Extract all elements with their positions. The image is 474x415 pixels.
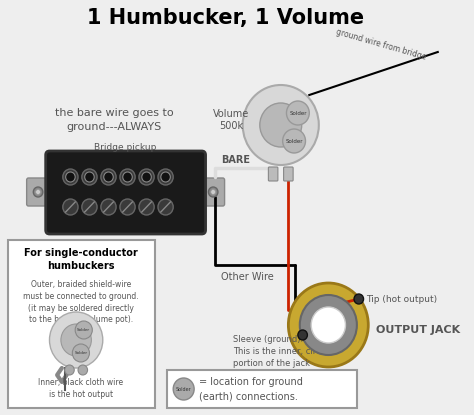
- FancyBboxPatch shape: [27, 178, 49, 206]
- Text: Tip (hot output): Tip (hot output): [366, 295, 438, 303]
- Text: Other Wire: Other Wire: [221, 272, 274, 282]
- Text: Solder: Solder: [176, 386, 191, 391]
- Circle shape: [101, 169, 116, 185]
- Circle shape: [300, 295, 357, 355]
- Text: 1 Humbucker, 1 Volume: 1 Humbucker, 1 Volume: [87, 8, 364, 28]
- FancyBboxPatch shape: [268, 167, 278, 181]
- FancyBboxPatch shape: [202, 178, 225, 206]
- Circle shape: [161, 172, 170, 182]
- Text: BARE: BARE: [221, 155, 250, 165]
- Text: Sleeve (ground).
This is the inner, circular
portion of the jack: Sleeve (ground). This is the inner, circ…: [233, 335, 337, 368]
- FancyBboxPatch shape: [166, 370, 357, 408]
- Circle shape: [142, 172, 151, 182]
- Circle shape: [65, 365, 74, 375]
- Circle shape: [66, 172, 75, 182]
- Circle shape: [286, 101, 310, 125]
- Circle shape: [311, 307, 346, 343]
- Circle shape: [73, 344, 90, 362]
- Circle shape: [78, 365, 88, 375]
- Circle shape: [139, 169, 154, 185]
- Text: Solder: Solder: [74, 351, 88, 355]
- Text: OUTPUT JACK: OUTPUT JACK: [376, 325, 460, 335]
- Circle shape: [63, 199, 78, 215]
- Circle shape: [120, 199, 135, 215]
- Circle shape: [139, 199, 154, 215]
- Circle shape: [158, 169, 173, 185]
- Text: the bare wire goes to
ground---ALWAYS: the bare wire goes to ground---ALWAYS: [55, 108, 173, 132]
- Text: Solder: Solder: [289, 110, 307, 115]
- Circle shape: [49, 312, 103, 368]
- Circle shape: [33, 187, 43, 197]
- Circle shape: [243, 85, 319, 165]
- Circle shape: [158, 199, 173, 215]
- Text: ground wire from bridge: ground wire from bridge: [335, 28, 427, 62]
- Circle shape: [61, 324, 91, 356]
- Circle shape: [260, 103, 301, 147]
- Circle shape: [283, 129, 305, 153]
- Circle shape: [298, 330, 308, 340]
- Circle shape: [82, 199, 97, 215]
- Text: Solder: Solder: [285, 139, 303, 144]
- Circle shape: [211, 190, 216, 195]
- Text: For single-conductor
humbuckers: For single-conductor humbuckers: [24, 248, 138, 271]
- Circle shape: [120, 169, 135, 185]
- Text: Bridge pickup: Bridge pickup: [94, 143, 157, 152]
- Text: Inner, black cloth wire
is the hot output: Inner, black cloth wire is the hot outpu…: [38, 378, 123, 399]
- FancyBboxPatch shape: [8, 240, 155, 408]
- Circle shape: [173, 378, 194, 400]
- Circle shape: [123, 172, 132, 182]
- Circle shape: [85, 172, 94, 182]
- Text: Outer, braided shield-wire
must be connected to ground.
(it may be soldered dire: Outer, braided shield-wire must be conne…: [23, 280, 139, 325]
- Circle shape: [354, 294, 364, 304]
- Text: Volume
500k: Volume 500k: [213, 109, 249, 131]
- Circle shape: [101, 199, 116, 215]
- Text: Solder: Solder: [77, 328, 91, 332]
- Circle shape: [82, 169, 97, 185]
- Circle shape: [75, 321, 92, 339]
- FancyBboxPatch shape: [46, 151, 206, 234]
- Circle shape: [63, 169, 78, 185]
- FancyBboxPatch shape: [283, 167, 293, 181]
- Circle shape: [288, 283, 368, 367]
- Circle shape: [209, 187, 218, 197]
- Circle shape: [104, 172, 113, 182]
- Text: = location for ground
(earth) connections.: = location for ground (earth) connection…: [199, 377, 303, 401]
- Circle shape: [36, 190, 40, 195]
